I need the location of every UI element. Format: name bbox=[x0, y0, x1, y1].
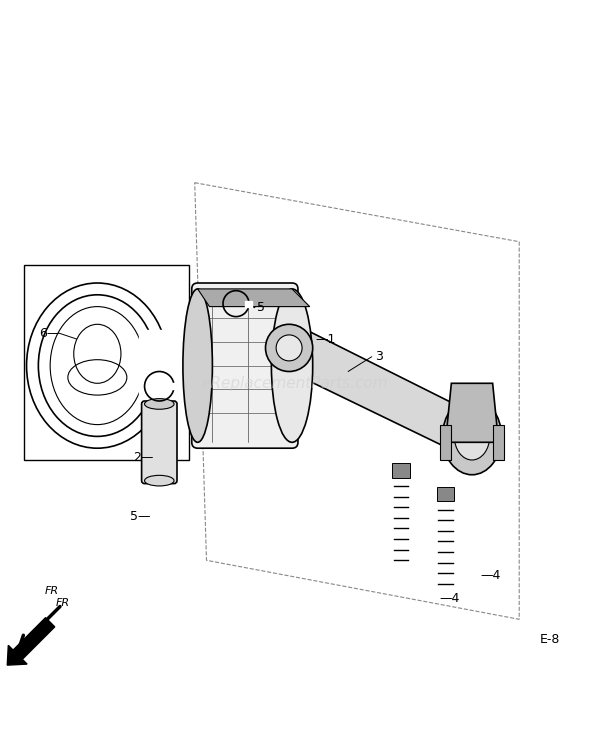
Text: —1: —1 bbox=[316, 333, 336, 345]
Bar bbox=[168, 383, 177, 389]
Bar bbox=[24, 265, 189, 460]
Bar bbox=[437, 487, 454, 502]
FancyBboxPatch shape bbox=[142, 401, 177, 484]
Text: FR: FR bbox=[44, 585, 58, 596]
Bar bbox=[392, 463, 410, 478]
Ellipse shape bbox=[454, 413, 490, 460]
Ellipse shape bbox=[145, 476, 174, 486]
Text: —4: —4 bbox=[440, 592, 460, 605]
Text: 3: 3 bbox=[375, 350, 382, 363]
Bar bbox=[440, 424, 451, 460]
Bar bbox=[245, 301, 252, 307]
Ellipse shape bbox=[442, 398, 502, 475]
Text: FR: FR bbox=[56, 597, 70, 608]
Bar bbox=[493, 424, 504, 460]
Ellipse shape bbox=[271, 289, 313, 442]
Text: 2—: 2— bbox=[133, 450, 153, 464]
Circle shape bbox=[266, 324, 313, 372]
Text: E-8: E-8 bbox=[540, 634, 560, 646]
Text: 5: 5 bbox=[257, 301, 265, 314]
Ellipse shape bbox=[183, 289, 212, 442]
Bar bbox=[139, 330, 168, 401]
Polygon shape bbox=[198, 289, 310, 307]
FancyArrow shape bbox=[7, 617, 55, 665]
FancyBboxPatch shape bbox=[192, 283, 298, 448]
Text: 6—: 6— bbox=[38, 327, 59, 340]
Text: —4: —4 bbox=[481, 568, 502, 582]
Circle shape bbox=[276, 335, 302, 361]
Text: eReplacementParts.com: eReplacementParts.com bbox=[202, 376, 388, 391]
Text: 5—: 5— bbox=[130, 510, 150, 522]
Ellipse shape bbox=[145, 399, 174, 409]
Polygon shape bbox=[277, 330, 484, 454]
Polygon shape bbox=[445, 383, 499, 442]
